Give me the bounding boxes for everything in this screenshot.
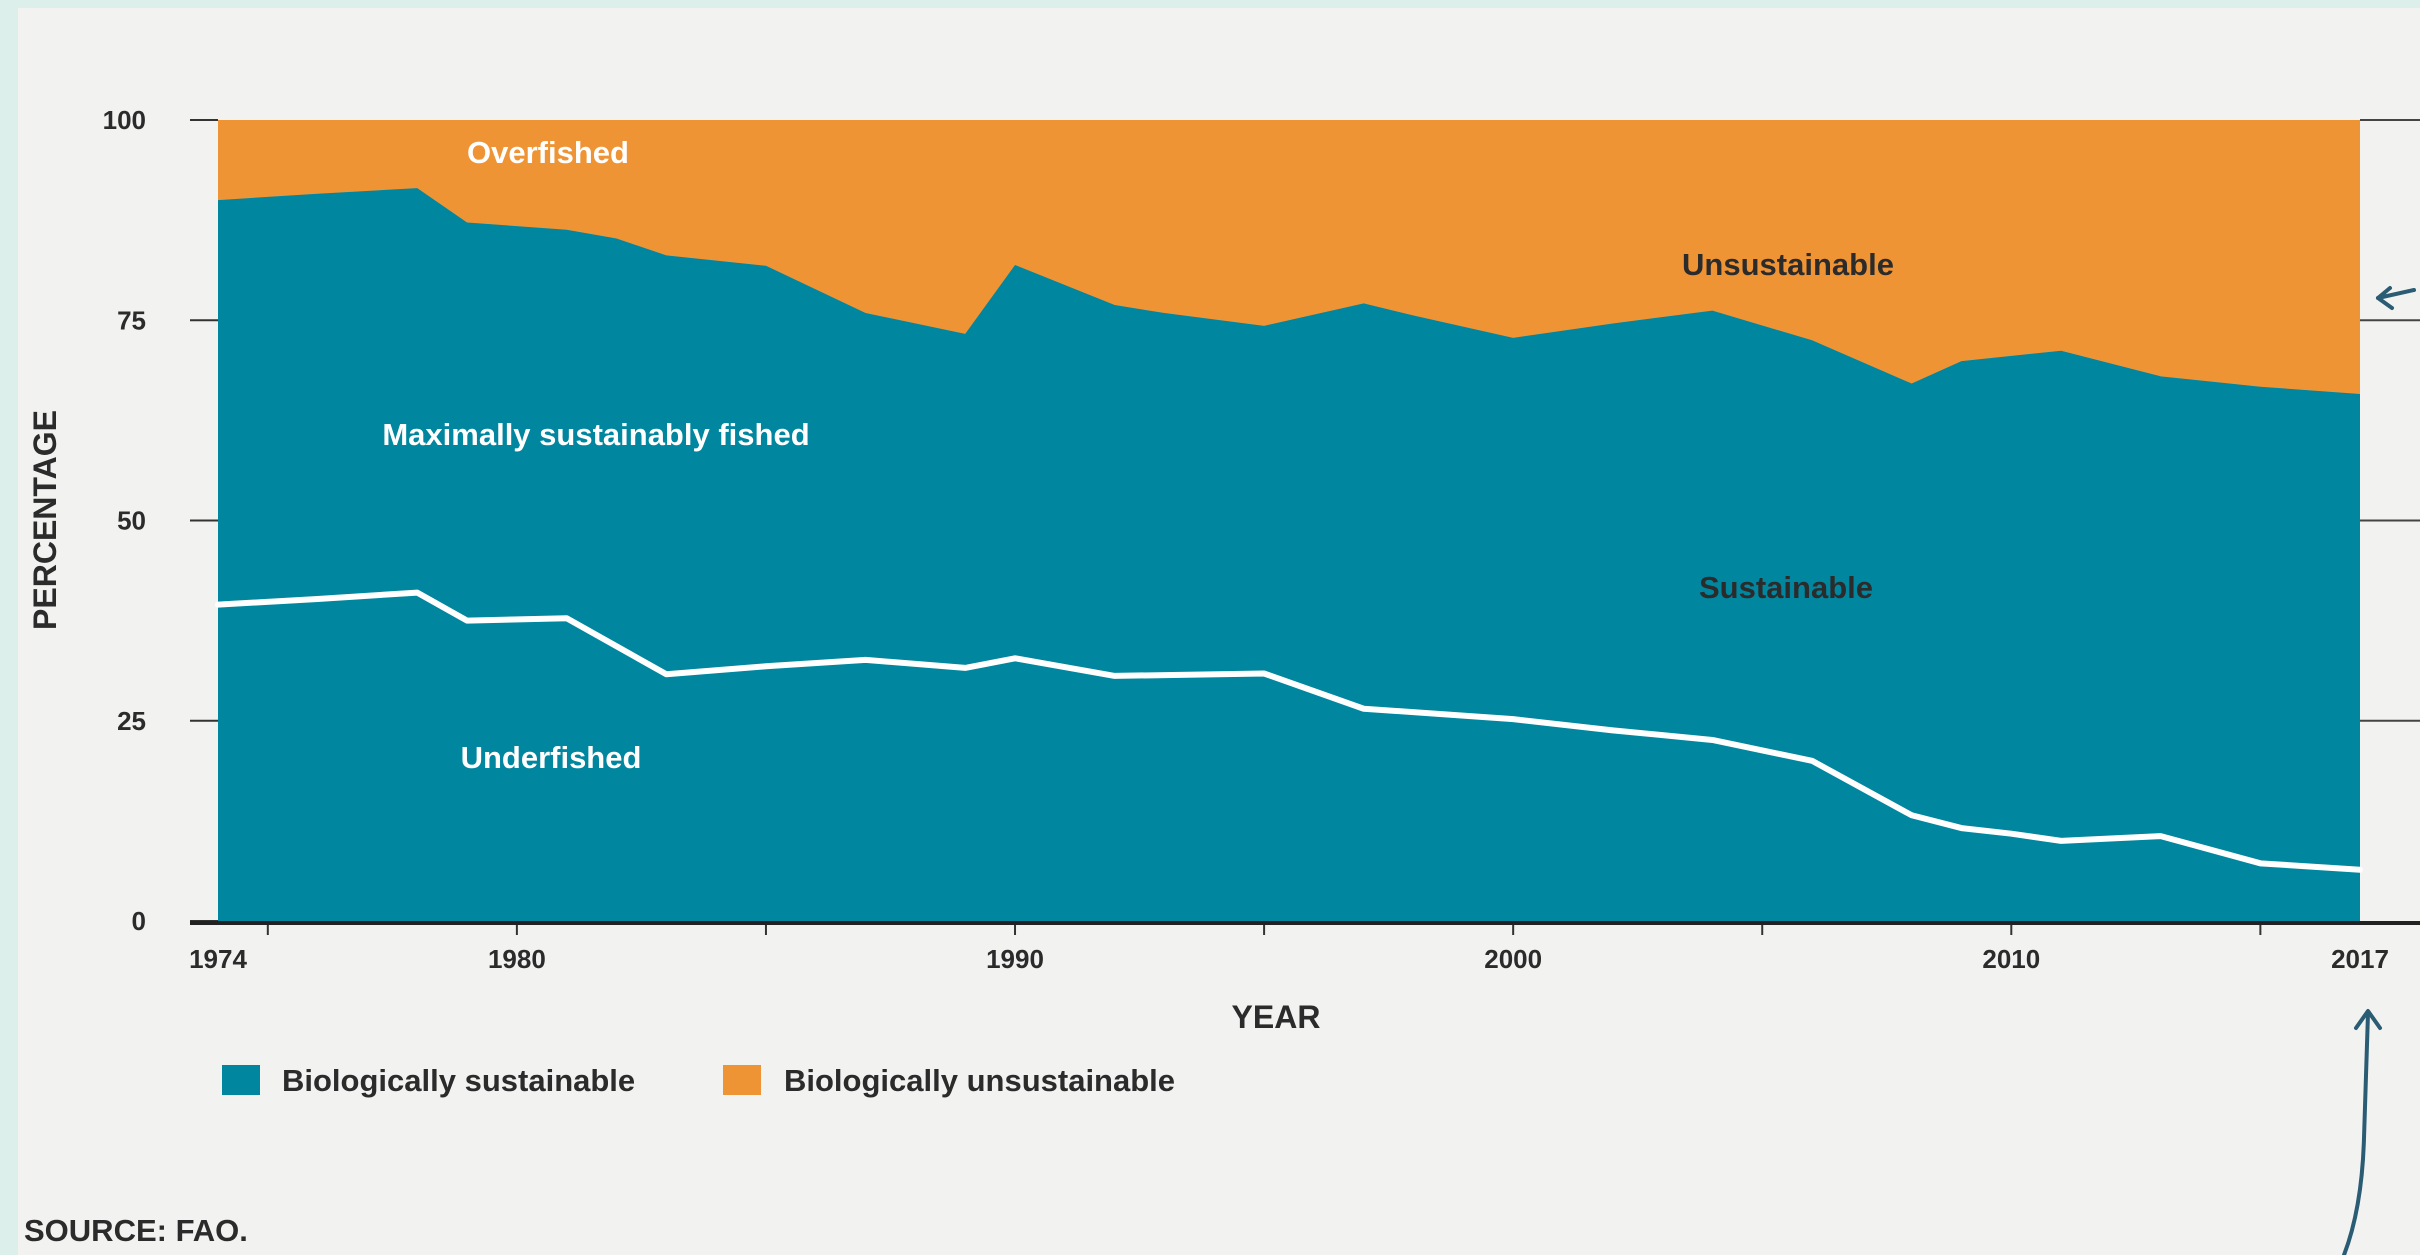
x-axis-title: YEAR <box>1232 999 1321 1035</box>
callout-arrow-bottom <box>2342 1011 2370 1255</box>
annotation-underfished: Underfished <box>461 740 642 775</box>
annotation-overfished: Overfished <box>467 135 629 170</box>
annotation-sustainable: Sustainable <box>1699 570 1873 605</box>
source-note: SOURCE: FAO. <box>24 1213 248 1248</box>
plot-area <box>215 120 2363 921</box>
annotation-unsustainable: Unsustainable <box>1682 247 1894 282</box>
legend-swatch-unsustainable <box>723 1065 761 1095</box>
x-tick-label: 1990 <box>986 944 1044 974</box>
fish-stocks-chart: 0 25 50 75 100 1974 1980 1990 2000 2010 2017 YEAR PE… <box>24 105 2420 1255</box>
x-tick-label: 1980 <box>488 944 546 974</box>
x-tick-label: 1974 <box>189 944 247 974</box>
x-tick-label: 2010 <box>1982 944 2040 974</box>
underfished-boundary-line <box>215 589 2363 873</box>
figure-panel: 0 25 50 75 100 1974 1980 1990 2000 2010 2017 YEAR PE… <box>18 8 2420 1255</box>
annotation-maximally: Maximally sustainably fished <box>382 417 809 452</box>
y-tick-label: 0 <box>132 906 146 936</box>
callout-arrow-right <box>2376 288 2416 300</box>
callout-arrowhead-bottom <box>2354 1009 2382 1030</box>
legend-label-sustainable: Biologically sustainable <box>282 1063 635 1098</box>
y-tick-label: 50 <box>117 506 146 536</box>
y-tick-label: 75 <box>117 305 146 335</box>
legend-label-unsustainable: Biologically unsustainable <box>784 1063 1175 1098</box>
y-tick-label: 100 <box>103 105 146 135</box>
y-tick-label: 25 <box>117 706 146 736</box>
sustainable-area <box>218 188 2360 921</box>
chart-overlay: 0 25 50 75 100 1974 1980 1990 2000 2010 2017 YEAR PE… <box>24 105 2420 1255</box>
legend-swatch-sustainable <box>222 1065 260 1095</box>
y-axis-title: PERCENTAGE <box>27 410 63 630</box>
callout-arrowhead-right <box>2376 286 2394 310</box>
x-tick-label: 2000 <box>1484 944 1542 974</box>
x-tick-label: 2017 <box>2331 944 2389 974</box>
